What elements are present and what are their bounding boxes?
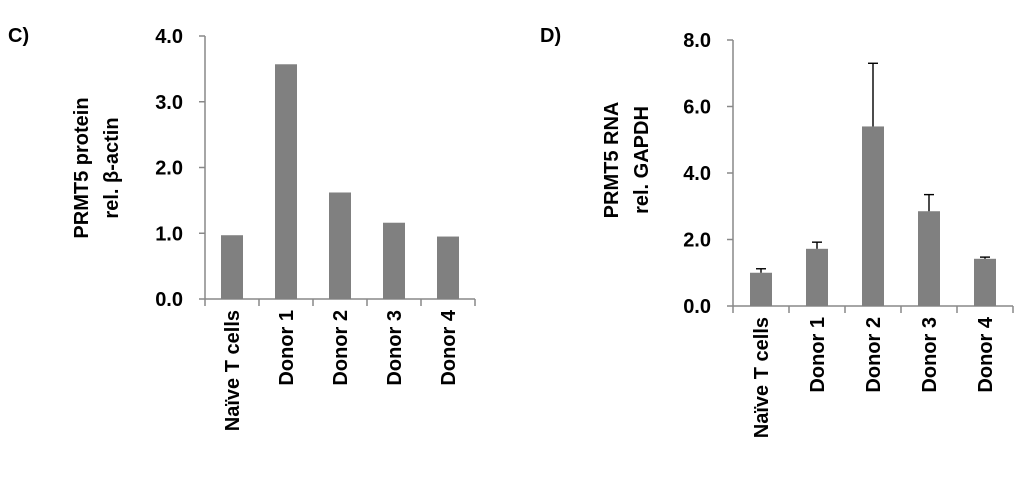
x-tick-label: Donor 4 <box>438 309 460 385</box>
x-tick-label: Donor 1 <box>276 310 298 386</box>
bar <box>383 222 405 299</box>
chart-panel-d: D) PRMT5 RNA rel. GAPDH 0.0 2.0 4.0 6.0 8.0 Naïv… <box>540 25 1014 438</box>
x-tick-label: Donor 3 <box>384 310 406 386</box>
y-axis-title-line: PRMT5 RNA <box>601 102 623 219</box>
x-tick-label: Donor 4 <box>975 316 997 392</box>
y-tick-label: 3.0 <box>155 92 183 114</box>
bar <box>918 211 940 306</box>
y-axis-title-line: rel. GAPDH <box>631 106 653 214</box>
y-tick-label: 1.0 <box>155 223 183 245</box>
y-tick-label: 2.0 <box>683 230 711 252</box>
chart-panel-c: C) PRMT5 protein rel. β-actin 0.0 1.0 2.0 3.0 4… <box>8 25 476 431</box>
y-axis-title-line: PRMT5 protein <box>71 97 93 238</box>
y-tick-label: 6.0 <box>683 97 711 119</box>
y-tick-label: 4.0 <box>683 163 711 185</box>
bar <box>862 126 884 306</box>
x-tick-label: Donor 2 <box>330 310 352 386</box>
x-tick-label: Donor 3 <box>919 317 941 393</box>
panel-label: D) <box>540 25 561 47</box>
panel-label: C) <box>8 25 29 47</box>
y-tick-label: 8.0 <box>683 30 711 52</box>
x-tick-label: Donor 1 <box>807 317 829 393</box>
y-tick-label: 4.0 <box>155 26 183 48</box>
bar <box>806 248 828 306</box>
y-tick-label: 0.0 <box>683 296 711 318</box>
y-tick-label: 0.0 <box>155 289 183 311</box>
bar <box>275 64 297 300</box>
bar <box>221 235 243 299</box>
bar <box>329 192 351 299</box>
x-tick-label: Naïve T cells <box>751 317 773 438</box>
y-axis-title-line: rel. β-actin <box>101 117 123 218</box>
bar <box>750 272 772 306</box>
x-tick-label: Donor 2 <box>863 317 885 393</box>
y-tick-label: 2.0 <box>155 158 183 180</box>
bar <box>974 258 996 306</box>
x-tick-label: Naïve T cells <box>222 310 244 431</box>
bar <box>437 236 459 299</box>
